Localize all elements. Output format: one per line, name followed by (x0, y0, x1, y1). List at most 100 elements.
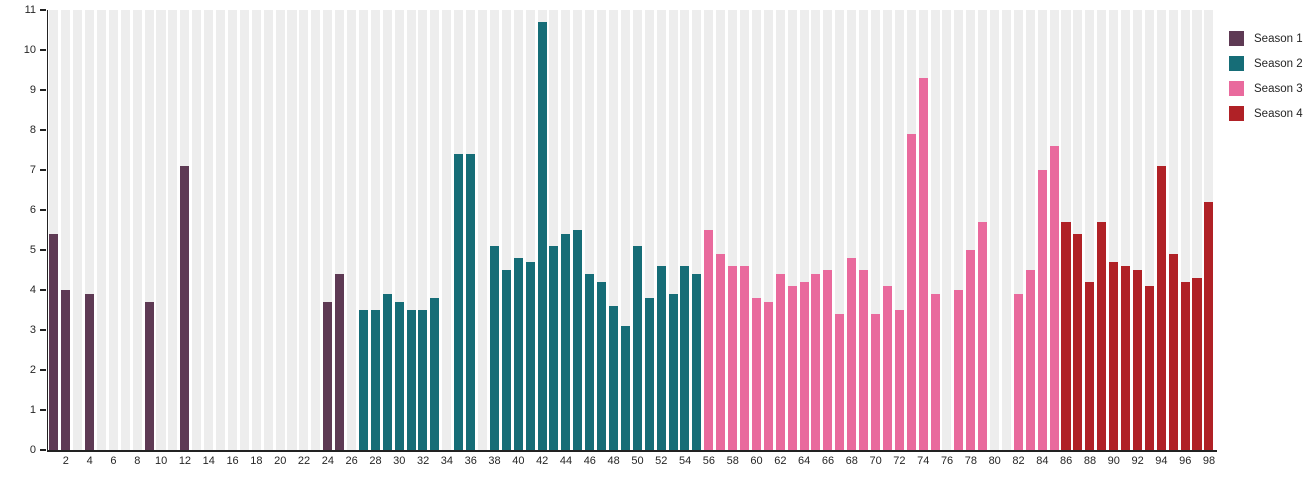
y-tick-mark (40, 329, 46, 331)
y-tick-label: 2 (29, 363, 36, 376)
slot (905, 10, 917, 450)
legend-label: Season 2 (1254, 57, 1303, 70)
y-tick-label: 10 (23, 43, 36, 56)
x-tick-label: 34 (440, 455, 454, 467)
slot (786, 10, 798, 450)
slot-track (990, 10, 1000, 450)
y-tick-mark (40, 129, 46, 131)
slot-track (227, 10, 237, 450)
slot-track (954, 10, 964, 450)
slot-track (251, 10, 261, 450)
bar (704, 230, 714, 450)
slot (1048, 10, 1060, 450)
slot (274, 10, 286, 450)
bar (894, 310, 904, 450)
slot-track (835, 10, 845, 450)
slot-track (620, 10, 630, 450)
slot (870, 10, 882, 450)
legend-row: Season 4 (1229, 106, 1303, 121)
x-tick-label: 70 (869, 455, 882, 467)
bar (1085, 282, 1095, 450)
legend-label: Season 4 (1254, 107, 1303, 120)
bar (1132, 270, 1142, 450)
x-tick-label: 78 (964, 455, 977, 467)
slot (893, 10, 905, 450)
x-tick-label: 94 (1155, 455, 1168, 467)
slot-track (1109, 10, 1119, 450)
bar (1049, 146, 1059, 450)
bar (430, 298, 440, 450)
legend-swatch (1229, 81, 1244, 96)
x-tick-label: 36 (464, 455, 477, 467)
slot-track (96, 10, 106, 450)
slot (739, 10, 751, 450)
slot (977, 10, 989, 450)
x-tick-label: 28 (369, 455, 382, 467)
slot (572, 10, 584, 450)
slot (60, 10, 72, 450)
bar (180, 166, 190, 450)
bar (1204, 202, 1214, 450)
slot (727, 10, 739, 450)
slot-track (108, 10, 118, 450)
x-tick-label: 96 (1179, 455, 1192, 467)
bar (466, 154, 476, 450)
slot-track (49, 10, 59, 450)
y-tick-label: 0 (29, 443, 36, 456)
slot-track (73, 10, 83, 450)
slot-track (799, 10, 809, 450)
slot (417, 10, 429, 450)
slot-track (120, 10, 130, 450)
y-axis-line (46, 10, 48, 451)
slot (882, 10, 894, 450)
bar (573, 230, 583, 450)
x-tick-label: 68 (845, 455, 858, 467)
slot (203, 10, 215, 450)
bar (644, 298, 654, 450)
slot (310, 10, 322, 450)
y-tick-label: 4 (29, 283, 36, 296)
slot (810, 10, 822, 450)
slot (108, 10, 120, 450)
slot (405, 10, 417, 450)
slot-track (656, 10, 666, 450)
x-tick-label: 56 (702, 455, 716, 467)
legend-row: Season 3 (1229, 81, 1303, 96)
x-axis-line (46, 450, 1217, 452)
x-tick-label: 82 (1012, 455, 1025, 467)
bar (394, 302, 404, 450)
slot (667, 10, 679, 450)
bar (1061, 222, 1071, 450)
x-tick-label: 54 (678, 455, 692, 467)
slot (679, 10, 691, 450)
x-tick-label: 90 (1107, 455, 1120, 467)
bar (918, 78, 928, 450)
x-tick-label: 26 (345, 455, 358, 467)
x-tick-label: 16 (226, 455, 239, 467)
bar (954, 290, 964, 450)
slot-track (287, 10, 297, 450)
y-tick-mark (40, 169, 46, 171)
bar (1156, 166, 1166, 450)
bar (1097, 222, 1107, 450)
y-tick-mark (40, 9, 46, 11)
x-tick-label: 58 (726, 455, 739, 467)
slot (643, 10, 655, 450)
bar (549, 246, 559, 450)
slot (298, 10, 310, 450)
bar (608, 306, 619, 450)
slot (48, 10, 60, 450)
slot (655, 10, 667, 450)
slot-track (1144, 10, 1154, 450)
x-tick-label: 20 (274, 455, 287, 467)
bar (799, 282, 809, 450)
bar (859, 270, 869, 450)
y-tick-label: 7 (29, 163, 36, 176)
slot (751, 10, 763, 450)
slot (155, 10, 167, 450)
slot-track (597, 10, 607, 450)
slot (560, 10, 572, 450)
slot (262, 10, 274, 450)
x-tick-label: 64 (798, 455, 811, 467)
bar (775, 274, 785, 450)
